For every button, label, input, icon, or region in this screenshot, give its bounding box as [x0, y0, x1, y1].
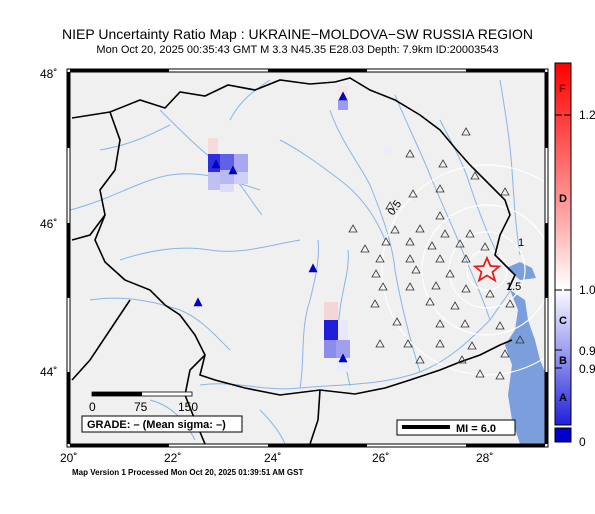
colorbar-value: 0.9	[579, 362, 595, 376]
longitude-labels: 20˚ 22˚ 24˚ 26˚ 28˚	[60, 451, 493, 465]
lagoon	[506, 262, 536, 280]
grade-letter: A	[559, 392, 567, 404]
mi-label: MI = 6.0	[456, 423, 496, 435]
grade-letter: F	[559, 83, 566, 95]
colorbar: F D C B A 1.2 1.0 0.9 0.9 0	[554, 62, 595, 449]
black-sea	[505, 290, 545, 444]
lat-tick-label: 46˚	[40, 217, 57, 231]
station-triangles-filled	[193, 91, 348, 363]
lat-tick-label: 48˚	[40, 67, 57, 81]
grade-letter: D	[559, 193, 567, 205]
colorbar-value: 0	[579, 435, 586, 449]
scale-bar: 0 75 150	[89, 391, 198, 414]
contour-label: 1	[518, 237, 524, 249]
land-background	[70, 72, 545, 444]
grade-letter: B	[559, 355, 567, 367]
rivers	[70, 79, 521, 444]
mi-box: MI = 6.0	[396, 419, 516, 436]
colorbar-value: 1.2	[579, 108, 595, 122]
map-title: NIEP Uncertainty Ratio Map : UKRAINE−MOL…	[62, 26, 533, 42]
lon-tick-label: 24˚	[264, 451, 281, 465]
map-area	[70, 72, 545, 444]
colorbar-value: 1.0	[579, 283, 595, 297]
lon-tick-label: 20˚	[60, 451, 77, 465]
event-info: Mon Oct 20, 2025 00:35:43 GMT M 3.3 N45.…	[96, 44, 499, 56]
ratio-contours	[381, 164, 545, 376]
lon-tick-label: 26˚	[372, 451, 389, 465]
latitude-labels: 48˚ 46˚ 44˚	[40, 67, 57, 379]
lat-tick-label: 44˚	[40, 365, 57, 379]
station-triangles	[348, 127, 525, 380]
epicenter-star	[472, 255, 502, 283]
colorbar-zero-swatch	[554, 427, 572, 443]
scale-label: 75	[134, 400, 148, 414]
lon-tick-label: 28˚	[476, 451, 493, 465]
grade-label: GRADE: – (Mean sigma: –)	[87, 419, 226, 431]
scale-label: 150	[178, 400, 198, 414]
grade-box: GRADE: – (Mean sigma: –)	[81, 415, 243, 433]
uncertainty-cells	[208, 86, 392, 372]
processing-footer: Map Version 1 Processed Mon Oct 20, 2025…	[72, 468, 304, 477]
map-frame	[66, 68, 549, 448]
grade-letter: C	[559, 315, 567, 327]
lon-tick-label: 22˚	[164, 451, 181, 465]
scale-label: 0	[89, 400, 96, 414]
colorbar-value: 0.9	[579, 344, 595, 358]
contour-label: 1.5	[506, 281, 521, 293]
